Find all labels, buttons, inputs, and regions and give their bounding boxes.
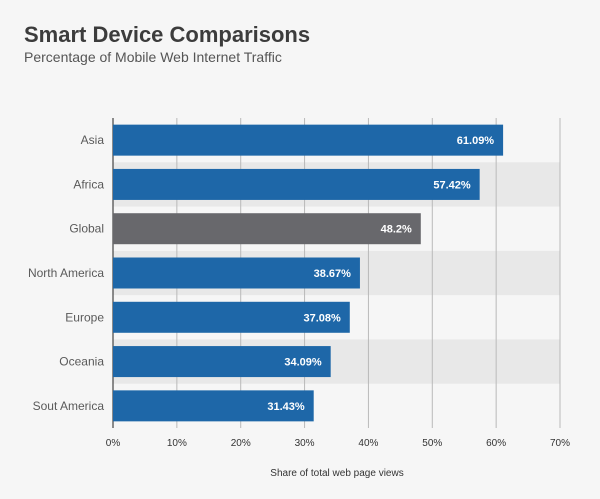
bar-africa (113, 168, 480, 200)
x-tick-label: 70% (550, 438, 570, 449)
category-label: Global (69, 222, 104, 236)
x-axis-label: Share of total web page views (270, 468, 403, 479)
data-label: 57.42% (433, 179, 471, 191)
x-tick-label: 40% (358, 438, 378, 449)
category-label: Oceania (59, 355, 104, 369)
data-label: 61.09% (457, 135, 495, 147)
x-tick-label: 60% (486, 438, 506, 449)
bar-north-america (113, 257, 360, 289)
bar-asia (113, 124, 504, 156)
chart-title: Smart Device Comparisons (24, 22, 311, 47)
x-tick-label: 10% (167, 438, 187, 449)
x-tick-label: 20% (231, 438, 251, 449)
bar-sout-america (113, 390, 314, 422)
category-label: North America (28, 266, 104, 280)
x-tick-label: 50% (422, 438, 442, 449)
data-label: 38.67% (314, 268, 352, 280)
data-label: 31.43% (267, 401, 305, 413)
data-label: 34.09% (284, 357, 322, 369)
bar-oceania (113, 346, 331, 378)
category-label: Asia (81, 133, 105, 147)
chart-subtitle: Percentage of Mobile Web Internet Traffi… (24, 49, 282, 65)
category-label: Sout America (33, 399, 105, 413)
category-label: Africa (73, 177, 104, 191)
x-tick-label: 30% (295, 438, 315, 449)
category-label: Europe (65, 310, 104, 324)
data-label: 48.2% (381, 224, 412, 236)
bar-europe (113, 301, 350, 333)
data-label: 37.08% (303, 312, 341, 324)
x-tick-label: 0% (106, 438, 121, 449)
bar-global (113, 213, 421, 245)
